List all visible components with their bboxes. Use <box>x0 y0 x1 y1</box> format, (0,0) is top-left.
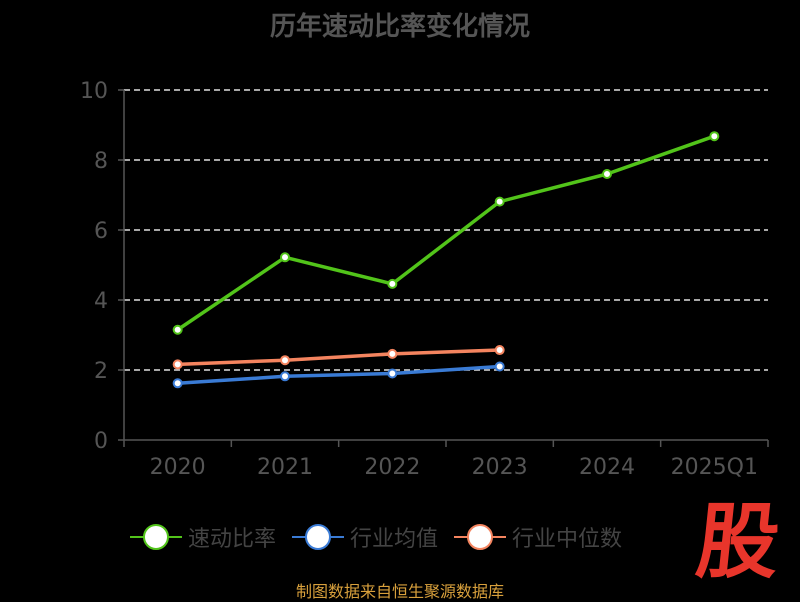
data-point-1 <box>172 378 183 389</box>
data-point-2 <box>494 345 505 356</box>
legend-label: 行业中位数 <box>512 527 623 552</box>
y-tick-label: 4 <box>94 289 108 314</box>
data-point-1 <box>387 368 398 379</box>
y-tick-label: 6 <box>94 219 108 244</box>
data-point-0 <box>387 278 398 289</box>
data-point-0 <box>172 324 183 335</box>
legend-marker-icon <box>454 522 507 552</box>
legend-item-industry-median[interactable]: 行业中位数 <box>454 521 622 553</box>
x-tick-label: 2023 <box>472 455 528 480</box>
x-tick-label: 2025Q1 <box>671 455 758 480</box>
data-point-2 <box>280 355 290 366</box>
data-source-note: 制图数据来自恒生聚源数据库 <box>295 582 504 601</box>
data-point-1 <box>280 371 290 382</box>
x-tick-label: 2021 <box>257 455 313 480</box>
data-point-1 <box>494 361 505 372</box>
x-tick-label: 2024 <box>579 455 635 480</box>
brand-logo-icon: 股 <box>692 495 785 590</box>
y-tick-label: 10 <box>80 79 108 104</box>
legend-marker-icon <box>130 522 182 552</box>
series-line-1 <box>177 364 500 386</box>
x-tick-label: 2020 <box>150 455 206 480</box>
data-point-0 <box>709 131 720 142</box>
y-tick-label: 8 <box>94 149 108 174</box>
legend-label: 行业均值 <box>350 527 439 552</box>
x-tick-label: 2022 <box>364 455 420 480</box>
data-point-0 <box>280 252 290 263</box>
y-tick-label: 2 <box>94 359 108 384</box>
y-tick-label: 0 <box>94 429 108 454</box>
data-point-2 <box>172 359 183 370</box>
data-point-0 <box>494 196 505 207</box>
legend-item-quick-ratio[interactable]: 速动比率 <box>130 521 276 553</box>
data-point-0 <box>602 169 612 179</box>
legend-label: 速动比率 <box>188 527 277 552</box>
series-line-2 <box>177 348 500 367</box>
legend-item-industry-mean[interactable]: 行业均值 <box>292 521 438 553</box>
series-line-0 <box>176 134 715 332</box>
legend-dot <box>305 524 332 550</box>
data-point-2 <box>387 348 398 359</box>
legend-dot <box>143 524 169 550</box>
legend-marker-icon <box>292 522 345 552</box>
chart-title: 历年速动比率变化情况 <box>269 12 530 42</box>
legend-dot <box>467 524 494 550</box>
chart-legend: 速动比率 行业均值 行业中位数 <box>130 521 638 553</box>
